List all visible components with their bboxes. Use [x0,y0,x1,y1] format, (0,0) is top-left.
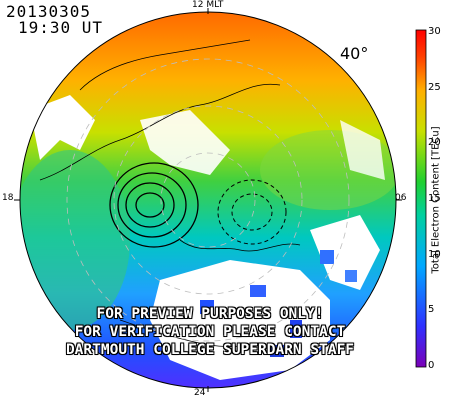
colorbar-tick: 15 [428,193,441,204]
mlt-label-noon: 12 MLT [192,0,224,10]
time-label: 19:30 UT [18,18,104,37]
colorbar-tick: 5 [428,304,435,315]
mlt-label-dawn: 06 [395,193,407,203]
colorbar-tick: 30 [428,26,441,37]
date-label: 20130305 [6,2,92,21]
watermark-line: FOR VERIFICATION PLEASE CONTACT [74,324,346,340]
colorbar-tick: 25 [428,82,441,93]
watermark-line: DARTMOUTH COLLEGE SUPERDARN STAFF [65,342,355,358]
mlt-label-dusk: 18 [2,193,14,203]
colorbar-tick: 20 [428,137,441,148]
tec-field [20,12,396,388]
colorbar-tick: 0 [428,360,435,371]
colorbar-tick: 10 [428,249,441,260]
watermark-line: FOR PREVIEW PURPOSES ONLY! [96,306,324,322]
mlt-label-midnight: 24 [194,388,206,398]
latitude-label: 40° [340,44,369,63]
colorbar [415,29,427,368]
